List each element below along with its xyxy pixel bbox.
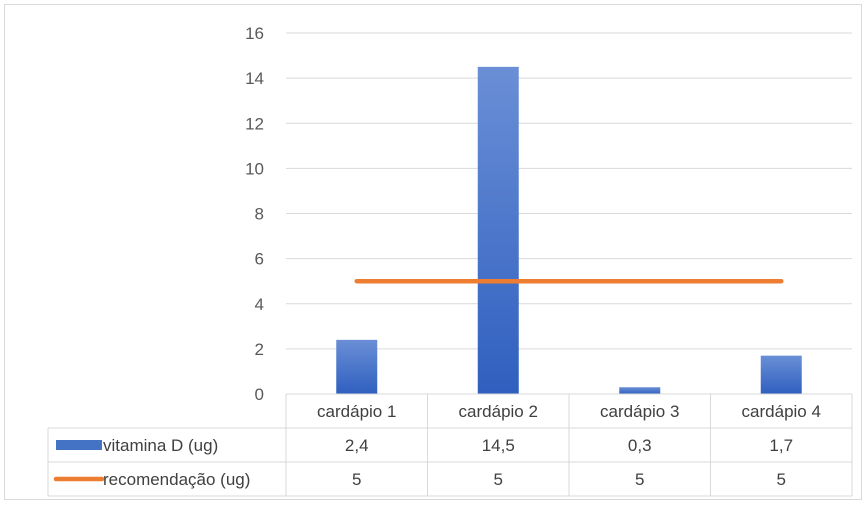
y-tick-label: 10 <box>245 159 264 178</box>
category-label: cardápio 3 <box>600 402 679 421</box>
bar-3 <box>619 387 661 394</box>
category-label: cardápio 1 <box>317 402 396 421</box>
data-label: 14,5 <box>482 436 515 455</box>
legend-key-bar <box>56 440 102 450</box>
category-label: cardápio 4 <box>742 402 821 421</box>
y-tick-label: 6 <box>255 250 264 269</box>
series-name: recomendação (ug) <box>103 470 250 489</box>
series-name: vitamina D (ug) <box>103 436 218 455</box>
y-tick-label: 16 <box>245 24 264 43</box>
y-tick-label: 14 <box>245 69 264 88</box>
data-label: 0,3 <box>628 436 652 455</box>
y-tick-label: 2 <box>255 340 264 359</box>
bar-1 <box>336 339 378 394</box>
y-tick-label: 12 <box>245 114 264 133</box>
y-axis-labels: 0 2 4 6 8 10 12 14 16 <box>245 24 264 404</box>
bar-2 <box>477 66 519 394</box>
chart-frame <box>4 4 862 500</box>
y-tick-label: 8 <box>255 205 264 224</box>
y-tick-label: 0 <box>255 385 264 404</box>
data-label: 1,7 <box>769 436 793 455</box>
data-label: 5 <box>494 470 503 489</box>
data-label: 5 <box>352 470 361 489</box>
data-table: cardápio 1 cardápio 2 cardápio 3 cardápio 4… <box>47 393 853 497</box>
data-label: 2,4 <box>345 436 369 455</box>
gridlines <box>286 32 852 350</box>
y-tick-label: 4 <box>255 295 264 314</box>
data-label: 5 <box>777 470 786 489</box>
bar-4 <box>760 355 802 394</box>
data-label: 5 <box>635 470 644 489</box>
category-label: cardápio 2 <box>459 402 538 421</box>
bar-series <box>336 66 802 394</box>
